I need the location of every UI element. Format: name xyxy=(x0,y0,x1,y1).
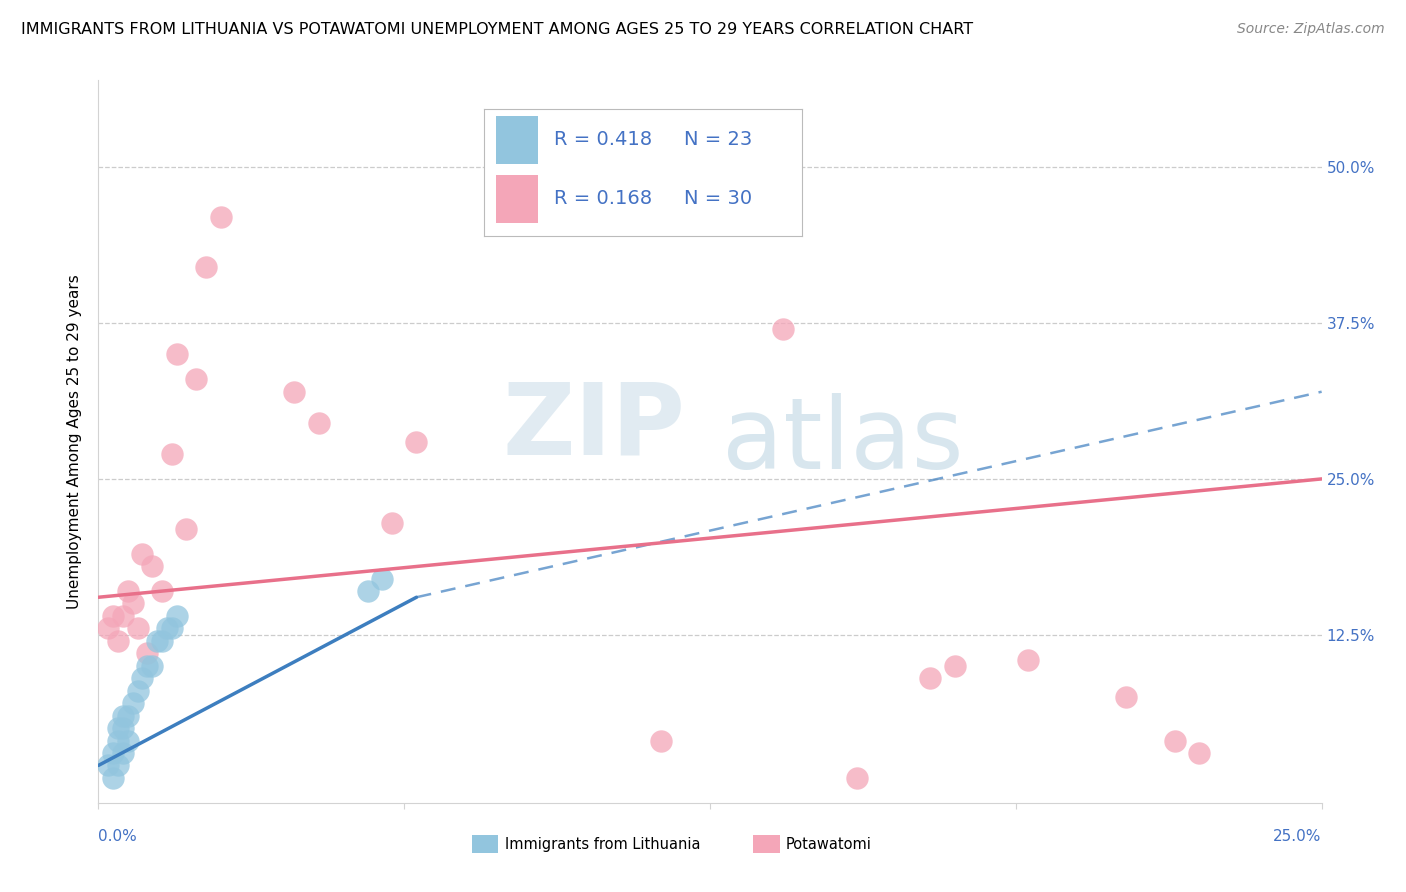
Point xyxy=(772,322,794,336)
Point xyxy=(381,516,404,530)
Point xyxy=(146,633,169,648)
Text: atlas: atlas xyxy=(723,393,965,490)
Bar xyxy=(471,835,498,854)
Point xyxy=(107,721,129,735)
Point xyxy=(136,658,159,673)
Point xyxy=(176,522,198,536)
Point xyxy=(127,683,149,698)
Point xyxy=(920,671,942,685)
Text: 25.0%: 25.0% xyxy=(1274,830,1322,844)
Point xyxy=(186,372,208,386)
Point xyxy=(156,621,179,635)
Point xyxy=(283,384,305,399)
Point xyxy=(131,547,153,561)
Point xyxy=(101,746,124,760)
Point xyxy=(107,758,129,772)
Point xyxy=(166,347,188,361)
Point xyxy=(371,572,394,586)
Point xyxy=(107,633,129,648)
Point xyxy=(111,708,134,723)
Point xyxy=(121,597,143,611)
Point xyxy=(101,609,124,624)
Y-axis label: Unemployment Among Ages 25 to 29 years: Unemployment Among Ages 25 to 29 years xyxy=(67,274,83,609)
Text: Source: ZipAtlas.com: Source: ZipAtlas.com xyxy=(1237,22,1385,37)
Point xyxy=(845,771,868,785)
Point xyxy=(97,621,120,635)
Text: IMMIGRANTS FROM LITHUANIA VS POTAWATOMI UNEMPLOYMENT AMONG AGES 25 TO 29 YEARS C: IMMIGRANTS FROM LITHUANIA VS POTAWATOMI … xyxy=(21,22,973,37)
Point xyxy=(111,721,134,735)
Point xyxy=(160,621,183,635)
Point xyxy=(107,733,129,747)
Text: ZIP: ZIP xyxy=(503,378,686,475)
Point xyxy=(405,434,427,449)
Point xyxy=(117,708,139,723)
Point xyxy=(650,733,672,747)
Point xyxy=(1188,746,1211,760)
Point xyxy=(356,584,378,599)
Point xyxy=(141,658,163,673)
Point xyxy=(131,671,153,685)
Point xyxy=(111,746,134,760)
Point xyxy=(136,646,159,660)
Point xyxy=(97,758,120,772)
Point xyxy=(101,771,124,785)
Point xyxy=(117,584,139,599)
Text: Potawatomi: Potawatomi xyxy=(786,838,872,852)
Point xyxy=(1017,652,1039,666)
Point xyxy=(127,621,149,635)
Point xyxy=(121,696,143,710)
Text: Immigrants from Lithuania: Immigrants from Lithuania xyxy=(505,838,700,852)
Point xyxy=(308,416,330,430)
Point xyxy=(209,211,232,225)
Point xyxy=(1115,690,1137,704)
Point xyxy=(111,609,134,624)
Text: 0.0%: 0.0% xyxy=(98,830,138,844)
Point xyxy=(117,733,139,747)
Point xyxy=(166,609,188,624)
Point xyxy=(141,559,163,574)
Point xyxy=(150,584,173,599)
Bar xyxy=(752,835,780,854)
Point xyxy=(150,633,173,648)
Point xyxy=(1164,733,1187,747)
Point xyxy=(195,260,218,274)
Point xyxy=(943,658,966,673)
Point xyxy=(160,447,183,461)
